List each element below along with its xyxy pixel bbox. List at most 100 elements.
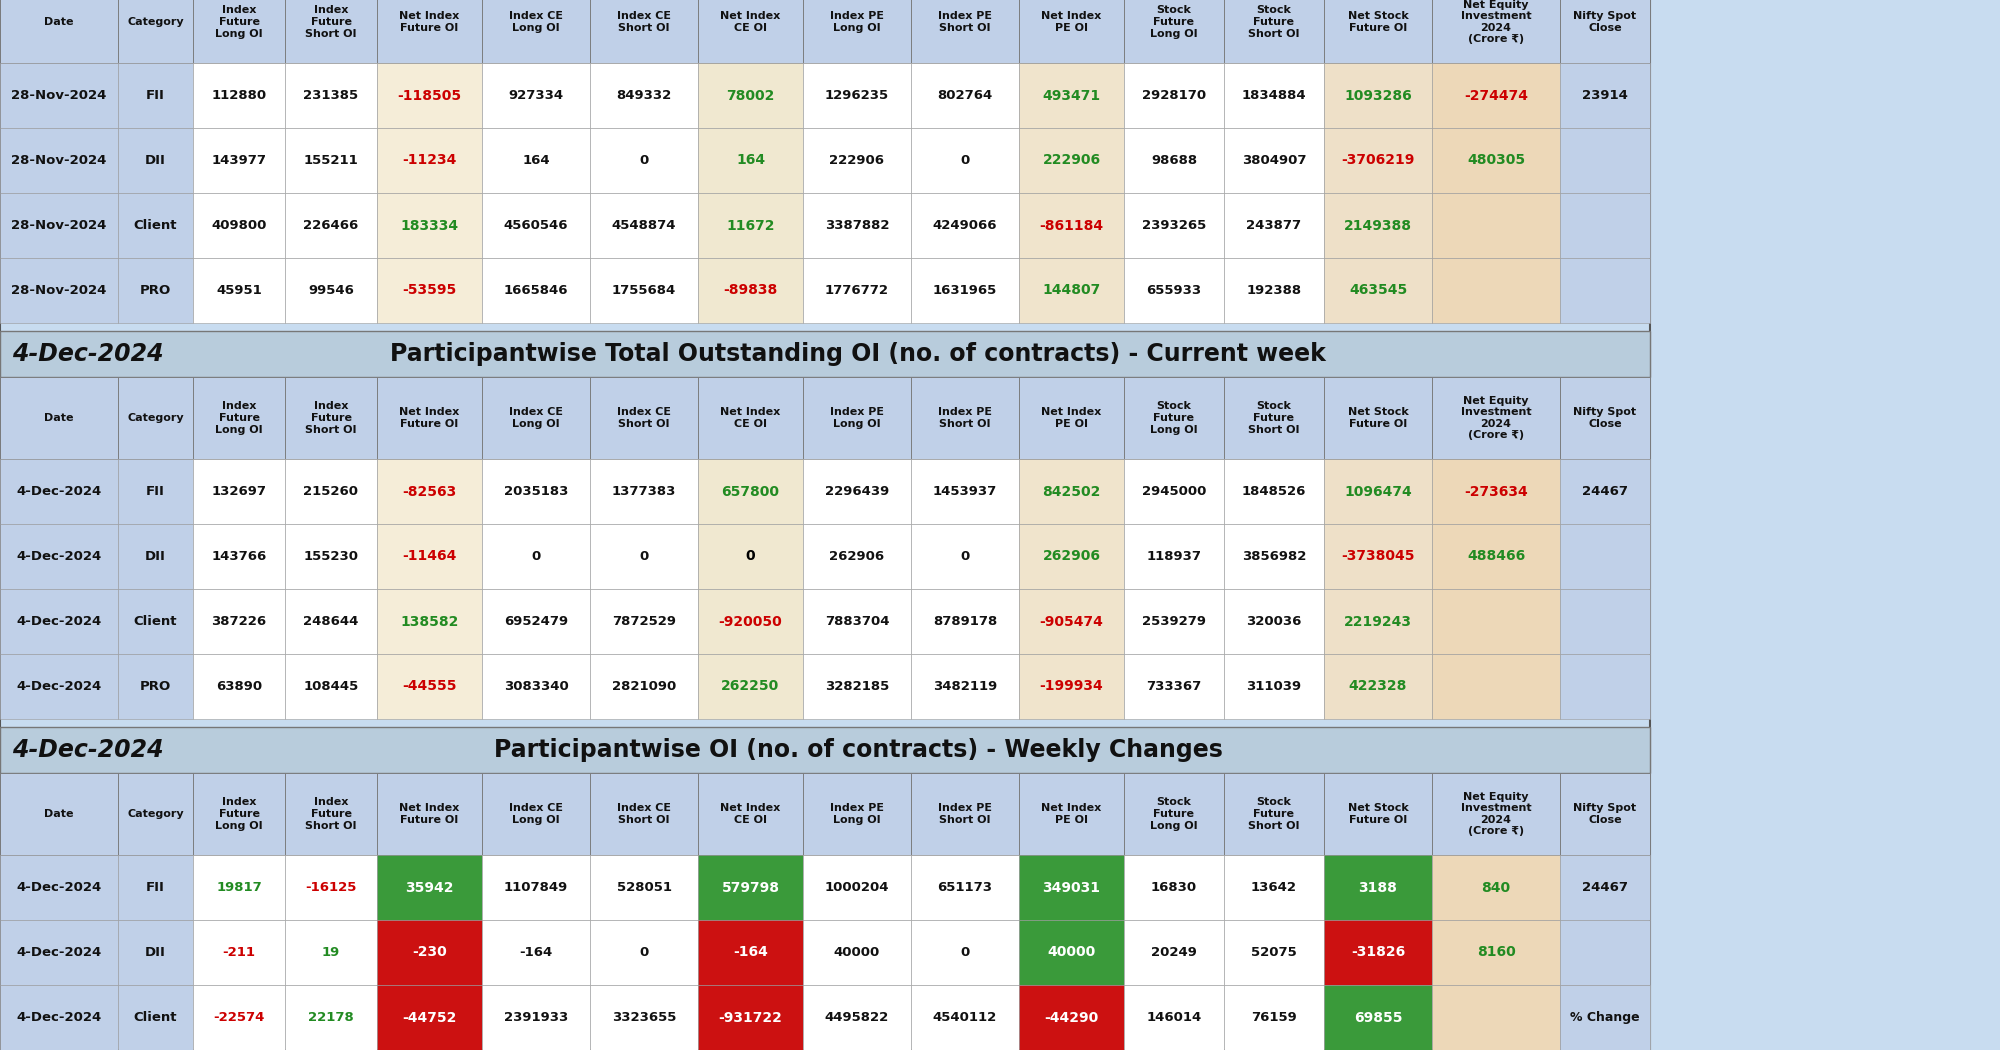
Bar <box>1432 377 1560 459</box>
Text: 3482119: 3482119 <box>932 680 998 693</box>
Bar <box>1124 0 1224 63</box>
Text: Index
Future
Short OI: Index Future Short OI <box>306 5 356 39</box>
Bar <box>482 773 590 855</box>
Text: -273634: -273634 <box>1464 484 1528 499</box>
Bar <box>1432 524 1560 589</box>
Text: Index CE
Long OI: Index CE Long OI <box>508 12 564 33</box>
Text: -274474: -274474 <box>1464 88 1528 103</box>
Bar <box>1432 193 1560 258</box>
Bar <box>590 985 698 1050</box>
Bar <box>1324 524 1432 589</box>
Bar <box>1324 258 1432 323</box>
Bar <box>482 589 590 654</box>
Text: 183334: 183334 <box>400 218 458 232</box>
Text: Net Equity
Investment
2024
(Crore ₹): Net Equity Investment 2024 (Crore ₹) <box>1460 0 1532 44</box>
Bar <box>1020 855 1124 920</box>
Text: 143977: 143977 <box>212 154 266 167</box>
Text: Index
Future
Short OI: Index Future Short OI <box>306 797 356 831</box>
Bar <box>0 128 118 193</box>
Bar <box>1224 459 1324 524</box>
Bar <box>1432 258 1560 323</box>
Text: Stock
Future
Long OI: Stock Future Long OI <box>1150 797 1198 831</box>
Text: 243877: 243877 <box>1246 219 1302 232</box>
Text: -164: -164 <box>734 945 768 960</box>
Bar <box>0 193 118 258</box>
Text: 146014: 146014 <box>1146 1011 1202 1024</box>
Text: -199934: -199934 <box>1040 679 1104 693</box>
Bar <box>1224 63 1324 128</box>
Text: 1631965: 1631965 <box>932 284 998 297</box>
Bar <box>1324 920 1432 985</box>
Bar <box>912 985 1020 1050</box>
Bar <box>286 524 376 589</box>
Text: Index
Future
Long OI: Index Future Long OI <box>216 5 262 39</box>
Bar <box>0 855 118 920</box>
Bar <box>376 0 482 63</box>
Text: 8789178: 8789178 <box>932 615 998 628</box>
Text: 2296439: 2296439 <box>824 485 890 498</box>
Bar <box>376 459 482 524</box>
Text: -44752: -44752 <box>402 1010 456 1025</box>
Text: 99546: 99546 <box>308 284 354 297</box>
Bar <box>376 377 482 459</box>
Text: 3323655: 3323655 <box>612 1011 676 1024</box>
Text: 651173: 651173 <box>938 881 992 894</box>
Bar <box>376 63 482 128</box>
Bar <box>804 63 912 128</box>
Bar <box>376 128 482 193</box>
Bar <box>192 855 286 920</box>
Text: Stock
Future
Short OI: Stock Future Short OI <box>1248 797 1300 831</box>
Text: 4-Dec-2024: 4-Dec-2024 <box>12 738 164 762</box>
Bar <box>1124 193 1224 258</box>
Text: 28-Nov-2024: 28-Nov-2024 <box>12 219 106 232</box>
Bar <box>698 377 804 459</box>
Text: FII: FII <box>146 89 164 102</box>
Bar <box>1432 63 1560 128</box>
Text: 1093286: 1093286 <box>1344 88 1412 103</box>
Bar <box>590 193 698 258</box>
Bar <box>0 0 118 63</box>
Bar <box>1432 654 1560 719</box>
Bar <box>1224 589 1324 654</box>
Bar <box>1020 985 1124 1050</box>
Bar <box>698 855 804 920</box>
Bar <box>912 855 1020 920</box>
Bar <box>590 258 698 323</box>
Text: -861184: -861184 <box>1040 218 1104 232</box>
Bar <box>1020 524 1124 589</box>
Text: Net Index
PE OI: Net Index PE OI <box>1042 803 1102 825</box>
Text: -905474: -905474 <box>1040 614 1104 629</box>
Bar <box>912 128 1020 193</box>
Text: Net Stock
Future OI: Net Stock Future OI <box>1348 407 1408 428</box>
Bar <box>1124 589 1224 654</box>
Text: 840: 840 <box>1482 881 1510 895</box>
Bar <box>376 985 482 1050</box>
Text: 13642: 13642 <box>1252 881 1296 894</box>
Text: 4-Dec-2024: 4-Dec-2024 <box>16 1011 102 1024</box>
Bar <box>0 773 118 855</box>
Bar <box>1020 63 1124 128</box>
Bar <box>118 193 192 258</box>
Bar <box>118 459 192 524</box>
Text: 69855: 69855 <box>1354 1010 1402 1025</box>
Bar <box>376 855 482 920</box>
Text: 76159: 76159 <box>1252 1011 1296 1024</box>
Bar <box>1560 128 1650 193</box>
Text: 138582: 138582 <box>400 614 458 629</box>
Bar <box>1560 258 1650 323</box>
Bar <box>590 459 698 524</box>
Bar <box>1324 377 1432 459</box>
Bar <box>698 128 804 193</box>
Text: 4560546: 4560546 <box>504 219 568 232</box>
Text: 143766: 143766 <box>212 550 266 563</box>
Text: Net Stock
Future OI: Net Stock Future OI <box>1348 12 1408 33</box>
Text: Index PE
Short OI: Index PE Short OI <box>938 12 992 33</box>
Bar <box>804 589 912 654</box>
Bar <box>1020 773 1124 855</box>
Text: Participantwise Total Outstanding OI (no. of contracts) - Current week: Participantwise Total Outstanding OI (no… <box>390 342 1326 366</box>
Text: 409800: 409800 <box>212 219 266 232</box>
Bar <box>192 773 286 855</box>
Text: 35942: 35942 <box>406 881 454 895</box>
Text: 222906: 222906 <box>1042 153 1100 168</box>
Bar <box>1020 589 1124 654</box>
